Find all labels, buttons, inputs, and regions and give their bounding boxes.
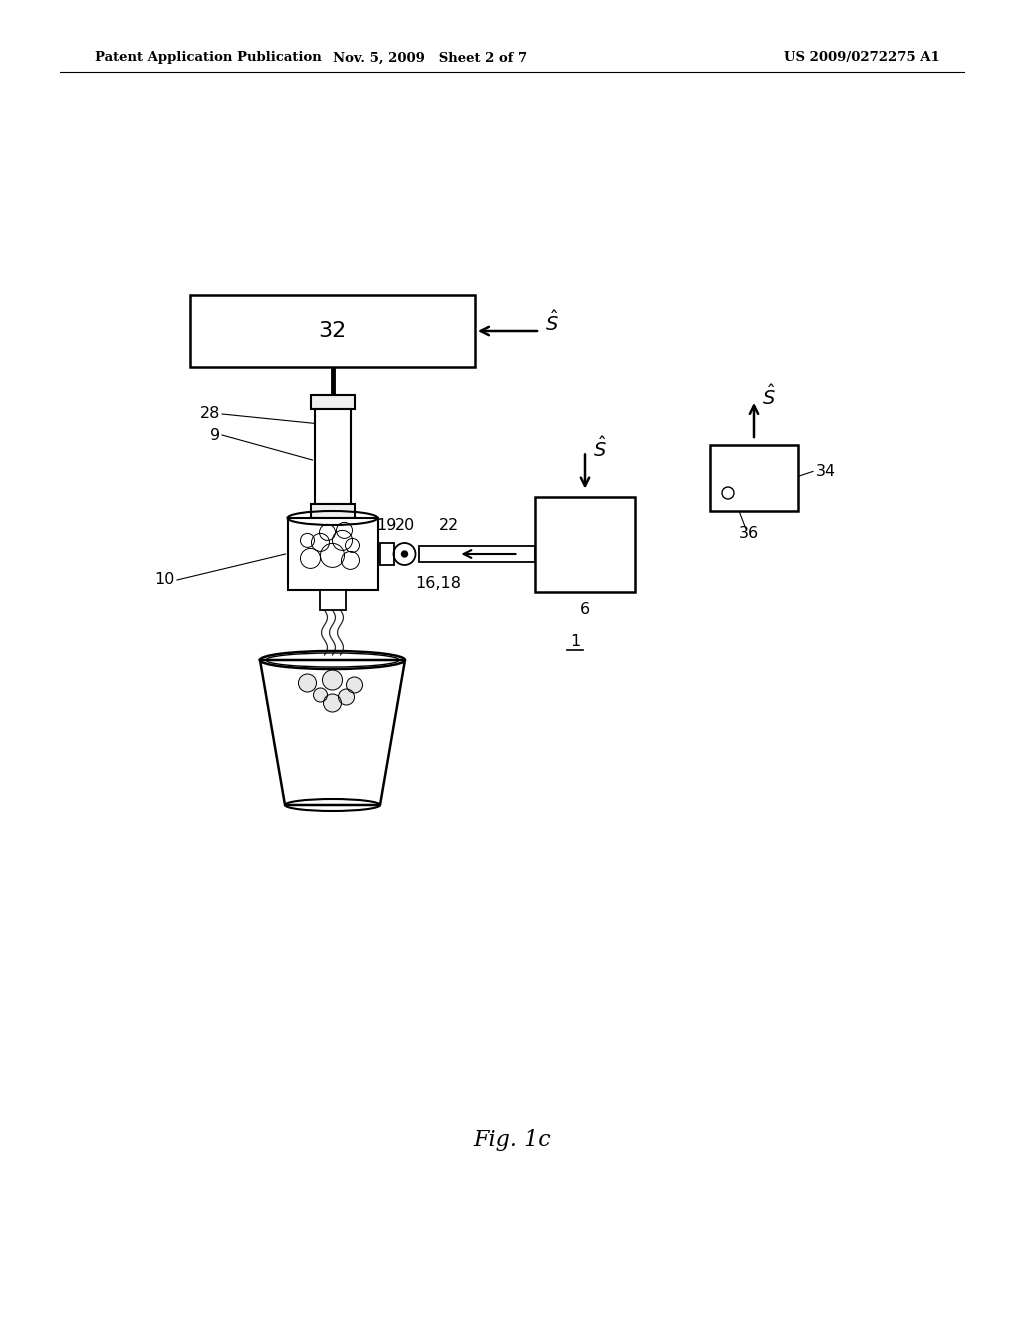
Circle shape	[346, 677, 362, 693]
Text: 6: 6	[580, 602, 590, 616]
Text: 9: 9	[210, 428, 220, 442]
Circle shape	[313, 688, 328, 702]
Text: 36: 36	[739, 525, 759, 540]
Circle shape	[333, 531, 352, 550]
Bar	[319, 590, 345, 610]
Circle shape	[401, 550, 408, 557]
Text: 28: 28	[200, 407, 220, 421]
Bar	[288, 517, 378, 590]
Text: $\hat{S}$: $\hat{S}$	[593, 436, 607, 461]
Text: 32: 32	[318, 321, 347, 341]
Text: 1: 1	[570, 634, 581, 649]
Circle shape	[299, 675, 316, 692]
Bar	[710, 445, 798, 511]
Circle shape	[300, 533, 314, 548]
Circle shape	[345, 539, 359, 552]
Bar	[314, 409, 350, 504]
Text: 22: 22	[438, 517, 459, 532]
Text: US 2009/0272275 A1: US 2009/0272275 A1	[784, 51, 940, 65]
Circle shape	[337, 523, 352, 539]
Circle shape	[324, 694, 341, 711]
Text: Nov. 5, 2009   Sheet 2 of 7: Nov. 5, 2009 Sheet 2 of 7	[333, 51, 527, 65]
Text: Patent Application Publication: Patent Application Publication	[95, 51, 322, 65]
Circle shape	[341, 552, 359, 569]
Bar	[535, 496, 635, 591]
Text: 19: 19	[376, 517, 396, 532]
Text: $\hat{S}$: $\hat{S}$	[762, 384, 776, 409]
Text: 34: 34	[816, 463, 837, 479]
Circle shape	[319, 524, 336, 540]
Circle shape	[300, 548, 321, 569]
Bar	[380, 543, 393, 565]
Circle shape	[339, 689, 354, 705]
Circle shape	[323, 671, 342, 690]
Bar	[419, 546, 535, 562]
Text: 10: 10	[155, 573, 175, 587]
Text: 16,18: 16,18	[416, 576, 462, 590]
Bar	[310, 504, 354, 517]
Circle shape	[321, 544, 344, 568]
Circle shape	[311, 533, 330, 552]
Text: $\hat{S}$: $\hat{S}$	[545, 310, 559, 335]
Bar	[190, 294, 475, 367]
Text: 20: 20	[394, 517, 415, 532]
Text: Fig. 1c: Fig. 1c	[473, 1129, 551, 1151]
Bar	[310, 395, 354, 409]
